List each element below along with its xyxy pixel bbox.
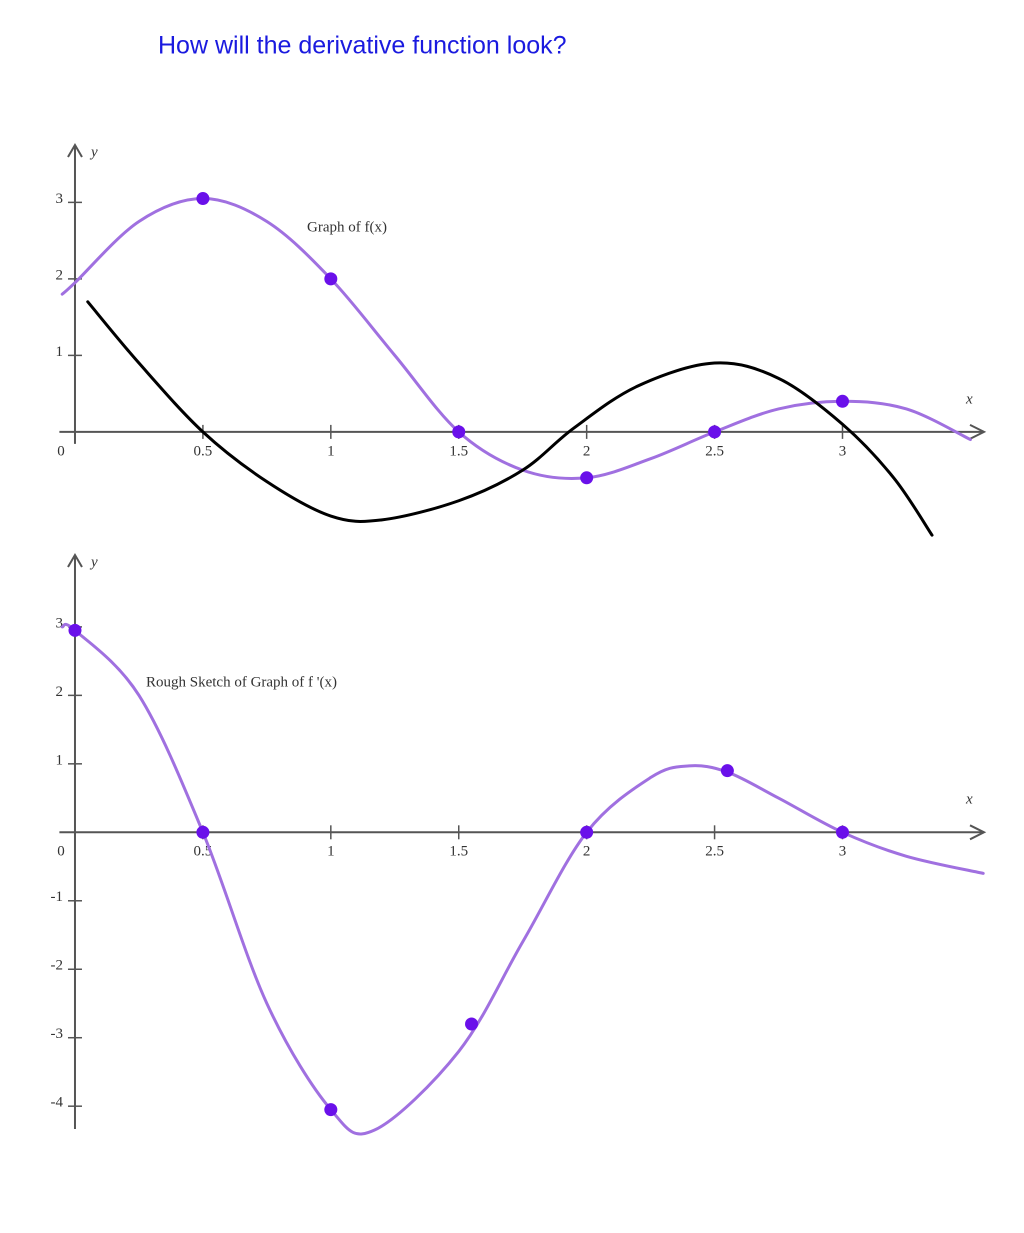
point (465, 1017, 479, 1031)
y-tick-label: -2 (50, 958, 63, 974)
point (720, 764, 734, 778)
x-axis-arrow (969, 423, 987, 440)
x-axis-label: x (965, 391, 973, 407)
chart-title: Graph of f(x) (307, 219, 387, 235)
point (580, 471, 594, 485)
y-tick-label: 2 (55, 684, 63, 700)
x-tick-label: 0.5 (194, 443, 213, 459)
point (196, 825, 210, 839)
y-tick-label: 3 (55, 191, 63, 207)
x-tick-label: 2.5 (705, 844, 724, 860)
y-tick-label: -4 (50, 1095, 63, 1111)
point (196, 192, 210, 206)
chart-title: Rough Sketch of Graph of f '(x) (146, 674, 337, 690)
y-tick-label: 1 (55, 752, 63, 768)
y-axis-label: y (89, 144, 98, 160)
y-tick-label: 1 (55, 344, 63, 360)
y-tick-label: 2 (55, 267, 63, 283)
x-axis-arrow (969, 824, 987, 841)
point (324, 272, 338, 286)
point (708, 425, 722, 439)
curve (60, 622, 985, 1136)
point (452, 425, 466, 439)
y-tick-label: -3 (50, 1026, 63, 1042)
y-axis-label: y (89, 554, 98, 570)
page-title: How will the derivative function look? (158, 32, 567, 60)
x-tick-label: 0 (57, 844, 65, 860)
x-tick-label: 0 (57, 443, 65, 459)
point (324, 1103, 338, 1117)
y-tick-label: -1 (50, 889, 63, 905)
y-axis-arrow (67, 553, 83, 568)
x-tick-label: 2 (583, 443, 591, 459)
y-tick-label: 3 (55, 615, 63, 631)
x-tick-label: 2.5 (705, 443, 724, 459)
x-tick-label: 3 (839, 443, 847, 459)
x-axis-label: x (965, 792, 973, 808)
x-tick-label: 1 (327, 844, 335, 860)
curve (60, 197, 972, 480)
x-tick-label: 1.5 (449, 443, 468, 459)
x-tick-label: 3 (839, 844, 847, 860)
x-tick-label: 1 (327, 443, 335, 459)
x-tick-label: 1.5 (449, 844, 468, 860)
curve (86, 300, 934, 537)
x-tick-label: 2 (583, 844, 591, 860)
y-axis-arrow (67, 143, 83, 158)
point (580, 825, 594, 839)
point (835, 825, 849, 839)
point (68, 623, 82, 637)
point (835, 394, 849, 408)
